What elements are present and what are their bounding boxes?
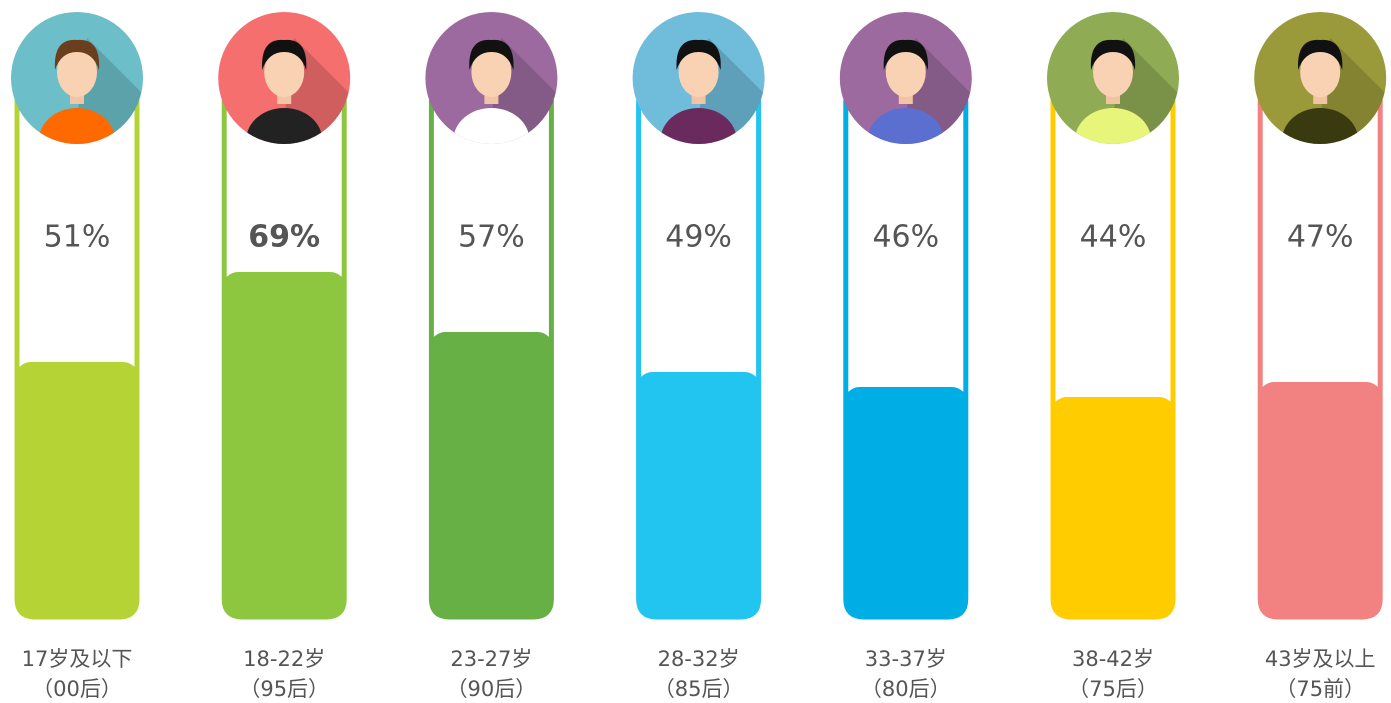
avatar-figure [1282, 38, 1387, 144]
value-label: 69% [248, 220, 320, 255]
x-tick-sublabel: （00后） [32, 677, 122, 701]
bar [1258, 382, 1383, 617]
value-label: 47% [1287, 220, 1354, 255]
avatar-body [1075, 108, 1151, 144]
avatar [425, 12, 558, 144]
avatar-figure [246, 38, 351, 144]
avatar-body [867, 108, 944, 144]
bar [1051, 397, 1175, 617]
x-tick-label: 18-22岁 [243, 647, 325, 671]
avatar-hair [883, 39, 928, 70]
x-tick-sublabel: （80后） [861, 677, 951, 701]
bar [429, 332, 554, 617]
value-label: 49% [665, 220, 732, 255]
x-tick-label: 17岁及以下 [22, 647, 133, 671]
x-tick-sublabel: （90后） [447, 677, 537, 701]
avatar-face [264, 47, 305, 97]
x-tick-label: 38-42岁 [1072, 647, 1154, 671]
avatar [839, 12, 972, 144]
avatar-face [1300, 47, 1341, 97]
avatar [632, 12, 765, 144]
bar [15, 362, 139, 617]
x-tick-sublabel: （75后） [1068, 677, 1158, 701]
avatar-body [246, 108, 323, 144]
avatar-body [660, 108, 737, 144]
value-label: 44% [1080, 220, 1147, 255]
avatar-face [885, 47, 926, 97]
avatar-hair [262, 39, 307, 70]
avatar [218, 12, 351, 144]
avatar-face [57, 47, 97, 97]
avatar-hair [1090, 39, 1136, 70]
avatar-body [1282, 108, 1359, 144]
avatar [1047, 12, 1179, 144]
x-tick-label: 23-27岁 [450, 647, 532, 671]
x-tick-label: 43岁及以上 [1265, 647, 1376, 671]
bar [843, 387, 968, 617]
value-label: 51% [44, 220, 111, 255]
avatar-figure [1075, 38, 1179, 144]
bar [636, 372, 761, 617]
x-tick-label: 33-37岁 [865, 647, 947, 671]
avatar-figure [39, 38, 143, 144]
avatar-figure [453, 38, 558, 144]
avatar-figure [660, 38, 765, 144]
bar [222, 272, 347, 617]
avatar-face [1093, 47, 1133, 97]
avatar-face [471, 47, 512, 97]
value-label: 46% [872, 220, 939, 255]
avatar-body [39, 108, 115, 144]
avatar-body [453, 108, 530, 144]
x-tick-sublabel: （85后） [654, 677, 744, 701]
avatar [1254, 12, 1387, 144]
avatar-face [678, 47, 719, 97]
x-tick-label: 28-32岁 [658, 647, 740, 671]
avatar-hair [469, 39, 514, 70]
avatar-hair [676, 39, 721, 70]
avatar-figure [867, 38, 972, 144]
avatar [11, 12, 143, 144]
avatar-hair [1298, 39, 1343, 70]
x-tick-sublabel: （95后） [239, 677, 329, 701]
avatar-hair [54, 39, 100, 70]
x-tick-sublabel: （75前） [1275, 677, 1365, 701]
value-label: 57% [458, 220, 525, 255]
